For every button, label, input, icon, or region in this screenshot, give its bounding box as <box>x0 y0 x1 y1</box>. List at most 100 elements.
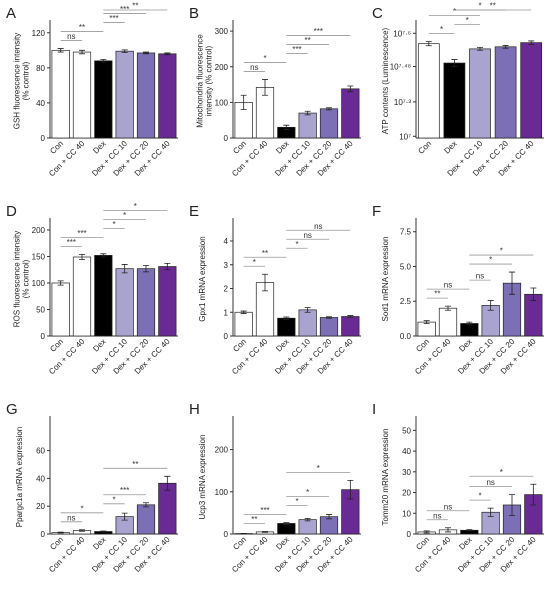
bar <box>319 317 339 337</box>
error-bar <box>445 305 451 311</box>
error-bar <box>121 49 128 53</box>
error-bar <box>326 107 332 111</box>
significance-label: * <box>500 247 503 256</box>
error-bar <box>79 253 85 261</box>
x-tick-label: Con <box>48 535 65 552</box>
error-bar <box>502 45 509 49</box>
bar <box>136 52 156 139</box>
bar <box>438 307 458 337</box>
bar <box>277 523 296 535</box>
x-tick-label: Con <box>414 337 431 354</box>
x-tick-label: Con <box>48 337 65 354</box>
significance-label: * <box>466 16 469 25</box>
significance-label: * <box>317 464 320 473</box>
x-tick-label: Con <box>231 535 248 552</box>
y-tick-label: 0 <box>224 530 229 539</box>
y-axis-label: Tomm20 mRNA expression <box>381 429 390 526</box>
y-tick-label: 10 <box>402 509 411 518</box>
significance-label: * <box>453 7 456 16</box>
significance-label: * <box>80 504 83 513</box>
bar <box>417 321 436 337</box>
error-bar <box>283 316 290 320</box>
bar <box>72 256 92 337</box>
panel-letter: C <box>372 5 383 22</box>
significance-label: * <box>253 258 256 267</box>
error-bar <box>79 49 85 55</box>
error-bar <box>347 315 354 318</box>
error-bar <box>143 502 149 508</box>
bar <box>94 255 113 337</box>
error-bar <box>100 253 107 258</box>
significance-label: ** <box>132 460 138 469</box>
y-tick-label: 10⁷·³ <box>394 98 411 107</box>
y-tick-label: 200 <box>215 63 229 72</box>
bar <box>341 88 360 139</box>
x-tick-label: Dex <box>274 139 290 155</box>
significance-label: * <box>500 468 503 477</box>
significance-label: * <box>112 220 115 229</box>
significance-label: * <box>306 488 309 497</box>
x-tick-label: Con <box>231 139 248 156</box>
bar <box>72 51 92 139</box>
error-bar <box>57 531 64 534</box>
x-tick-label: Con <box>231 337 248 354</box>
y-tick-label: 150 <box>32 252 46 261</box>
y-axis-label: Gpx1 mRNA expression <box>198 236 207 321</box>
error-bar <box>477 47 483 51</box>
x-tick-label: Dex <box>457 337 473 353</box>
y-tick-label: 0 <box>224 332 229 341</box>
significance-label: ** <box>262 249 268 258</box>
y-tick-label: 40 <box>36 99 45 108</box>
y-tick-label: 10⁷·⁶ <box>393 29 411 38</box>
significance-label: * <box>489 256 492 265</box>
error-bar <box>530 483 537 506</box>
significance-label: *** <box>77 229 86 238</box>
bar <box>115 50 134 139</box>
error-bar <box>57 280 64 286</box>
error-bar <box>487 507 494 517</box>
y-tick-label: 30 <box>402 468 411 477</box>
significance-label: *** <box>292 45 301 54</box>
y-tick-label: 2 <box>224 285 229 294</box>
x-tick-label: Con <box>48 139 65 156</box>
bar <box>469 48 491 139</box>
error-bar <box>262 531 268 533</box>
error-bar <box>143 51 149 55</box>
x-tick-label: Dex <box>91 139 107 155</box>
significance-label: *** <box>120 486 129 495</box>
y-tick-label: 10⁷·⁴⁸ <box>390 62 411 71</box>
y-tick-label: 2.5 <box>400 297 412 306</box>
x-tick-label: Dex <box>457 535 473 551</box>
bar <box>277 317 296 337</box>
y-tick-label: 10⁷ <box>399 132 411 141</box>
significance-label: * <box>123 211 126 220</box>
y-tick-label: 0 <box>41 332 46 341</box>
bar <box>136 504 156 535</box>
error-bar <box>240 94 247 110</box>
error-bar <box>423 320 430 324</box>
error-bar <box>347 85 354 93</box>
significance-label: ns <box>486 478 494 487</box>
y-axis-label: GSH fluorescence intensity <box>13 33 22 130</box>
bar <box>341 316 360 337</box>
significance-label: * <box>112 495 115 504</box>
bar <box>94 60 113 139</box>
error-bar <box>121 264 128 274</box>
error-bar <box>240 310 247 314</box>
significance-label: ** <box>79 23 85 32</box>
y-tick-label: 5.0 <box>400 262 412 271</box>
y-tick-label: 200 <box>32 226 46 235</box>
significance-label: * <box>263 54 266 63</box>
bar <box>158 482 177 535</box>
error-bar <box>445 527 451 533</box>
y-tick-label: 20 <box>402 489 411 498</box>
bar <box>234 311 253 337</box>
y-tick-label: 7.5 <box>400 228 412 237</box>
bar <box>494 46 517 139</box>
error-bar <box>509 494 515 516</box>
y-tick-label: 0 <box>41 134 46 143</box>
